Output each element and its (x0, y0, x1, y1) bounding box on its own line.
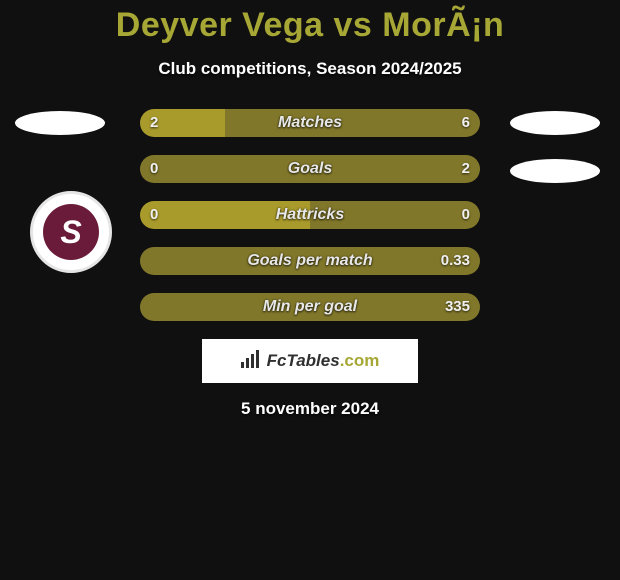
stat-value-right: 6 (462, 109, 470, 137)
stat-value-right: 2 (462, 155, 470, 183)
brand-main: FcTables (267, 351, 340, 370)
stat-value-left: 0 (150, 155, 158, 183)
stat-bar-right (140, 247, 480, 275)
stat-bar-track: Goals per match0.33 (140, 247, 480, 275)
stat-bar-right (310, 201, 480, 229)
stat-row: Matches26 (0, 109, 620, 137)
stat-value-right: 0.33 (441, 247, 470, 275)
stat-bar-track: Matches26 (140, 109, 480, 137)
page-title: Deyver Vega vs MorÃ¡n (0, 0, 620, 45)
stat-value-left: 0 (150, 201, 158, 229)
stat-bar-left (140, 201, 310, 229)
stat-bar-track: Goals02 (140, 155, 480, 183)
brand-text: FcTables.com (267, 351, 380, 371)
stats-area: S Matches26Goals02Hattricks00Goals per m… (0, 109, 620, 321)
stat-bar-track: Min per goal335 (140, 293, 480, 321)
brand-box: FcTables.com (202, 339, 418, 383)
stat-bar-right (225, 109, 480, 137)
stat-row: Min per goal335 (0, 293, 620, 321)
stat-bar-right (140, 293, 480, 321)
date-text: 5 november 2024 (0, 399, 620, 419)
stat-value-right: 0 (462, 201, 470, 229)
stat-row: Goals02 (0, 155, 620, 183)
chart-bars-icon (241, 350, 261, 373)
comparison-infographic: Deyver Vega vs MorÃ¡n Club competitions,… (0, 0, 620, 580)
stat-bar-track: Hattricks00 (140, 201, 480, 229)
subtitle: Club competitions, Season 2024/2025 (0, 59, 620, 79)
stat-value-left: 2 (150, 109, 158, 137)
stat-row: Hattricks00 (0, 201, 620, 229)
stat-bar-right (140, 155, 480, 183)
stat-value-right: 335 (445, 293, 470, 321)
brand-suffix: .com (340, 351, 380, 370)
stat-row: Goals per match0.33 (0, 247, 620, 275)
